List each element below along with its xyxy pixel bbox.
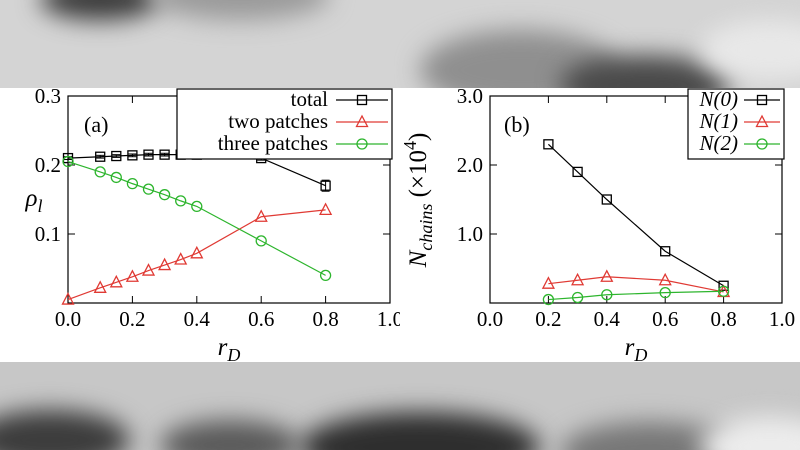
svg-text:0.4: 0.4 (184, 307, 211, 331)
svg-text:1.0: 1.0 (769, 307, 795, 331)
svg-text:rD: rD (625, 334, 648, 362)
svg-text:two patches: two patches (228, 109, 328, 133)
svg-text:0.8: 0.8 (710, 307, 736, 331)
svg-text:0.6: 0.6 (248, 307, 274, 331)
figure-panel: 0.0 0.2 0.4 0.6 0.8 1.0 0.1 0.2 0.3 total two patc… (0, 88, 800, 362)
svg-text:1.0: 1.0 (457, 222, 483, 246)
svg-text:0.6: 0.6 (652, 307, 678, 331)
svg-text:N(2): N(2) (699, 131, 739, 155)
svg-text:(b): (b) (504, 112, 530, 137)
svg-text:Nchains (×104): Nchains (×104) (400, 133, 436, 269)
svg-text:0.2: 0.2 (535, 307, 561, 331)
svg-text:three patches: three patches (218, 131, 328, 155)
svg-text:0.8: 0.8 (312, 307, 338, 331)
chart-b-nchains-vs-rd: 0.0 0.2 0.4 0.6 0.8 1.0 1.0 2.0 3.0 N(0)N(1)N(2) (… (400, 88, 795, 362)
svg-text:N(1): N(1) (699, 109, 739, 133)
svg-text:N(0): N(0) (699, 88, 739, 111)
svg-text:2.0: 2.0 (457, 153, 483, 177)
svg-text:ρl: ρl (24, 185, 42, 216)
background-blur-bottom (0, 362, 800, 450)
svg-text:rD: rD (218, 334, 241, 362)
background-blur-top (0, 0, 800, 88)
svg-text:3.0: 3.0 (457, 88, 483, 108)
svg-text:0.3: 0.3 (35, 88, 61, 108)
svg-text:1.0: 1.0 (377, 307, 400, 331)
svg-text:(a): (a) (84, 112, 108, 137)
svg-text:0.0: 0.0 (477, 307, 503, 331)
svg-text:0.2: 0.2 (119, 307, 145, 331)
svg-text:0.4: 0.4 (594, 307, 621, 331)
svg-text:0.1: 0.1 (35, 222, 61, 246)
svg-text:total: total (291, 88, 328, 111)
svg-text:0.2: 0.2 (35, 153, 61, 177)
svg-text:0.0: 0.0 (55, 307, 81, 331)
